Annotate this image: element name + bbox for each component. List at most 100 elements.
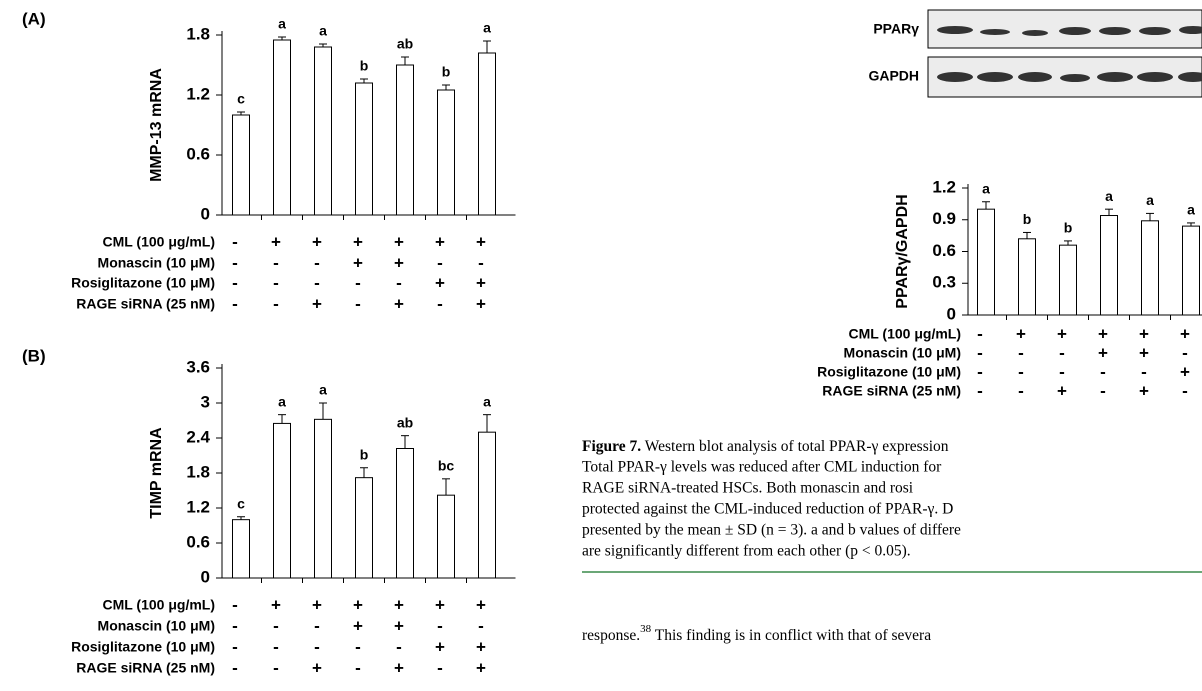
significance-letter: a	[483, 393, 491, 409]
treatment-label: CML (100 μg/mL)	[102, 234, 215, 250]
treatment-sign: -	[314, 273, 320, 292]
treatment-sign: -	[396, 637, 402, 656]
treatment-sign: +	[1139, 381, 1149, 400]
y-tick-label: 3.6	[186, 357, 210, 376]
bar	[479, 53, 496, 215]
page: PPARγ GAPDH Figure 7. Western blot analy…	[0, 0, 1202, 691]
treatment-label: RAGE siRNA (25 nM)	[76, 296, 215, 312]
treatment-sign: -	[478, 253, 484, 272]
panel-label: (B)	[22, 346, 46, 365]
treatment-sign: -	[1059, 343, 1065, 362]
treatment-sign: +	[1180, 362, 1190, 381]
treatment-sign: -	[232, 253, 238, 272]
caption-line: protected against the CML-induced reduct…	[582, 501, 953, 518]
significance-letter: ab	[397, 36, 413, 52]
treatment-sign: -	[437, 253, 443, 272]
treatment-sign: -	[232, 294, 238, 313]
treatment-sign: -	[977, 381, 983, 400]
treatment-sign: +	[353, 253, 363, 272]
bar	[978, 209, 995, 315]
treatment-sign: -	[437, 294, 443, 313]
treatment-label: Rosiglitazone (10 μM)	[71, 275, 215, 291]
treatment-sign: +	[435, 273, 445, 292]
caption-line: RAGE siRNA-treated HSCs. Both monascin a…	[582, 480, 914, 497]
treatment-sign: +	[476, 273, 486, 292]
treatment-sign: -	[478, 616, 484, 635]
significance-letter: b	[442, 64, 451, 80]
treatment-label: Monascin (10 μM)	[98, 255, 215, 271]
treatment-sign: -	[273, 253, 279, 272]
treatment-sign: -	[314, 616, 320, 635]
significance-letter: a	[1146, 192, 1154, 208]
caption-line: Figure 7. Western blot analysis of total…	[582, 438, 949, 455]
treatment-sign: -	[314, 253, 320, 272]
y-tick-label: 1.8	[186, 24, 210, 43]
significance-letter: c	[237, 495, 245, 511]
treatment-sign: +	[312, 595, 322, 614]
y-tick-label: 0.3	[932, 273, 956, 292]
bar	[1142, 221, 1159, 315]
y-tick-label: 1.2	[186, 84, 210, 103]
y-tick-label: 0.6	[186, 532, 210, 551]
treatment-sign: -	[1182, 343, 1188, 362]
treatment-sign: -	[232, 616, 238, 635]
treatment-label: RAGE siRNA (25 nM)	[76, 660, 215, 676]
treatment-sign: +	[353, 595, 363, 614]
bar	[315, 419, 332, 578]
caption-label: Figure 7.	[582, 438, 641, 455]
treatment-sign: -	[232, 232, 238, 251]
treatment-label: Monascin (10 μM)	[98, 618, 215, 634]
treatment-sign: +	[353, 616, 363, 635]
treatment-sign: -	[1059, 362, 1065, 381]
treatment-sign: +	[1180, 324, 1190, 343]
treatment-sign: -	[1141, 362, 1147, 381]
blot-label: GAPDH	[868, 68, 919, 84]
treatment-sign: -	[437, 616, 443, 635]
treatment-sign: -	[273, 273, 279, 292]
treatment-sign: +	[271, 595, 281, 614]
treatment-sign: -	[273, 637, 279, 656]
treatment-sign: -	[232, 637, 238, 656]
significance-letter: b	[1064, 220, 1073, 236]
treatment-sign: +	[1057, 324, 1067, 343]
significance-letter: b	[360, 58, 369, 74]
y-tick-label: 0	[947, 304, 956, 323]
significance-letter: a	[278, 393, 286, 409]
treatment-sign: -	[1018, 381, 1024, 400]
treatment-label: Rosiglitazone (10 μM)	[817, 364, 961, 380]
treatment-sign: -	[396, 273, 402, 292]
significance-letter: a	[319, 23, 327, 39]
bar	[233, 115, 250, 215]
caption-line: Total PPAR-γ levels was reduced after CM…	[582, 459, 942, 476]
treatment-sign: +	[394, 658, 404, 677]
y-axis-label: TIMP mRNA	[148, 427, 165, 519]
treatment-sign: +	[435, 637, 445, 656]
significance-letter: c	[237, 91, 245, 107]
treatment-sign: -	[232, 595, 238, 614]
y-tick-label: 1.2	[932, 177, 956, 196]
treatment-sign: +	[312, 294, 322, 313]
treatment-sign: -	[273, 616, 279, 635]
bar	[1101, 216, 1118, 315]
bar	[315, 47, 332, 215]
significance-letter: a	[982, 180, 990, 196]
bar	[1060, 245, 1077, 315]
caption-line: are significantly different from each ot…	[582, 543, 911, 560]
panel-label: (A)	[22, 9, 46, 28]
significance-letter: a	[278, 16, 286, 32]
treatment-sign: +	[312, 658, 322, 677]
significance-letter: bc	[438, 458, 455, 474]
treatment-sign: +	[1057, 381, 1067, 400]
bar	[356, 478, 373, 578]
y-tick-label: 0.6	[186, 144, 210, 163]
treatment-sign: -	[1018, 343, 1024, 362]
treatment-sign: -	[1182, 381, 1188, 400]
treatment-sign: -	[314, 637, 320, 656]
y-tick-label: 1.2	[186, 497, 210, 516]
treatment-sign: +	[476, 595, 486, 614]
treatment-sign: +	[476, 658, 486, 677]
y-tick-label: 0	[201, 204, 210, 223]
treatment-sign: +	[476, 637, 486, 656]
treatment-sign: +	[394, 232, 404, 251]
treatment-sign: +	[394, 595, 404, 614]
